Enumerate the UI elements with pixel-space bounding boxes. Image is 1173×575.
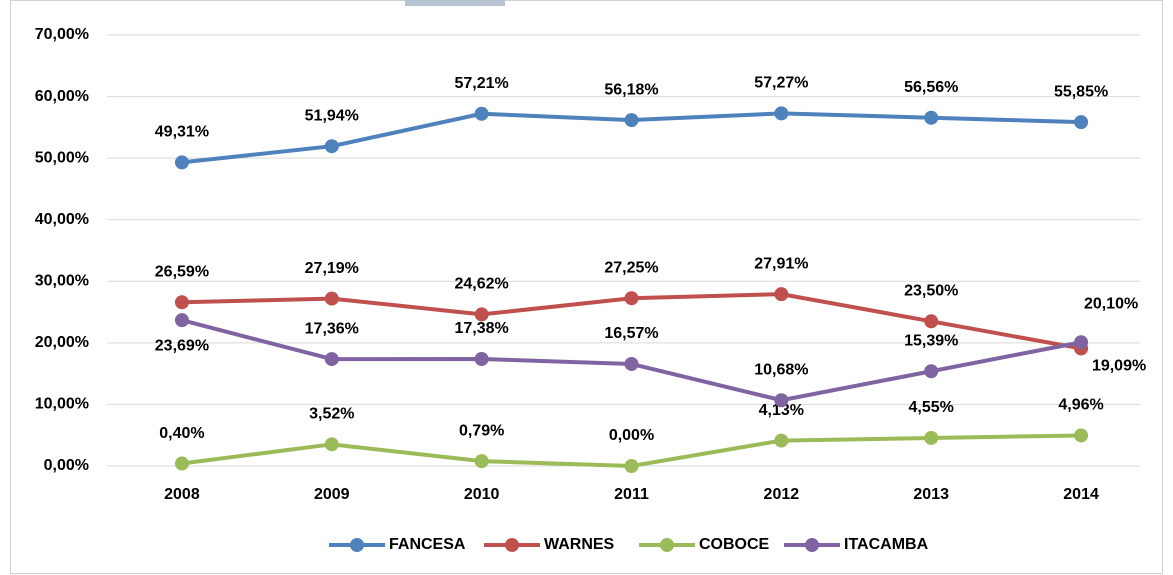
data-point (174, 313, 189, 328)
y-tick-label: 50,00% (35, 149, 89, 166)
y-tick-label: 30,00% (35, 273, 89, 290)
data-point (624, 291, 639, 306)
legend-label: COBOCE (699, 536, 770, 553)
chart-frame (10, 0, 1163, 574)
data-point (924, 430, 939, 445)
data-label: 17,38% (455, 320, 509, 337)
legend-marker (505, 538, 519, 552)
data-point (324, 437, 339, 452)
data-point (474, 307, 489, 322)
data-label: 0,00% (609, 427, 654, 444)
data-point (624, 459, 639, 473)
data-label: 27,25% (604, 259, 658, 276)
data-point (924, 364, 939, 379)
y-tick-label: 40,00% (35, 211, 89, 228)
legend-label: WARNES (544, 536, 615, 553)
data-label: 23,69% (155, 337, 209, 354)
data-point (474, 106, 489, 121)
data-label: 57,27% (754, 75, 808, 92)
y-tick-label: 0,00% (44, 457, 89, 474)
data-label: 49,31% (155, 124, 209, 141)
data-point (324, 139, 339, 154)
data-label: 27,19% (305, 260, 359, 277)
data-label: 23,50% (904, 283, 958, 300)
data-point (1074, 115, 1089, 130)
y-tick-label: 70,00% (35, 26, 89, 43)
data-label: 51,94% (305, 107, 359, 124)
data-label: 56,18% (604, 81, 658, 98)
x-tick-label: 2014 (1063, 486, 1099, 503)
x-tick-label: 2008 (164, 486, 200, 503)
x-tick-label: 2012 (764, 486, 800, 503)
data-label: 16,57% (604, 325, 658, 342)
data-label: 0,40% (159, 425, 204, 442)
data-label: 20,10% (1084, 295, 1138, 312)
legend-marker (350, 538, 364, 552)
x-tick-label: 2013 (913, 486, 949, 503)
data-point (774, 287, 789, 302)
data-label: 4,96% (1058, 397, 1103, 414)
data-point (624, 356, 639, 371)
legend-marker (805, 538, 819, 552)
data-label: 57,21% (455, 75, 509, 92)
data-point (774, 393, 789, 408)
data-label: 19,09% (1092, 358, 1146, 375)
data-point (474, 351, 489, 366)
data-point (474, 454, 489, 469)
data-label: 3,52% (309, 406, 354, 423)
data-label: 4,13% (759, 402, 804, 419)
data-point (1074, 335, 1089, 350)
data-point (174, 295, 189, 310)
data-label: 0,79% (459, 422, 504, 439)
data-label: 15,39% (904, 332, 958, 349)
data-point (924, 314, 939, 329)
y-tick-label: 60,00% (35, 88, 89, 105)
y-tick-label: 20,00% (35, 334, 89, 351)
data-point (624, 113, 639, 128)
data-point (924, 110, 939, 125)
y-tick-label: 10,00% (35, 396, 89, 413)
data-label: 10,68% (754, 361, 808, 378)
data-label: 56,56% (904, 79, 958, 96)
legend-marker (660, 538, 674, 552)
data-label: 4,55% (909, 399, 954, 416)
data-label: 55,85% (1054, 83, 1108, 100)
x-tick-label: 2009 (314, 486, 350, 503)
top-tab (405, 0, 505, 6)
legend-label: ITACAMBA (844, 536, 929, 553)
data-label: 24,62% (455, 276, 509, 293)
data-label: 17,36% (305, 320, 359, 337)
data-point (774, 433, 789, 448)
data-point (324, 352, 339, 367)
data-label: 26,59% (155, 264, 209, 281)
x-tick-label: 2010 (464, 486, 500, 503)
data-point (174, 456, 189, 471)
data-point (174, 155, 189, 170)
data-label: 27,91% (754, 255, 808, 272)
data-point (774, 106, 789, 121)
x-tick-label: 2011 (614, 486, 649, 503)
data-point (324, 291, 339, 306)
legend-label: FANCESA (389, 536, 466, 553)
data-point (1074, 428, 1089, 443)
